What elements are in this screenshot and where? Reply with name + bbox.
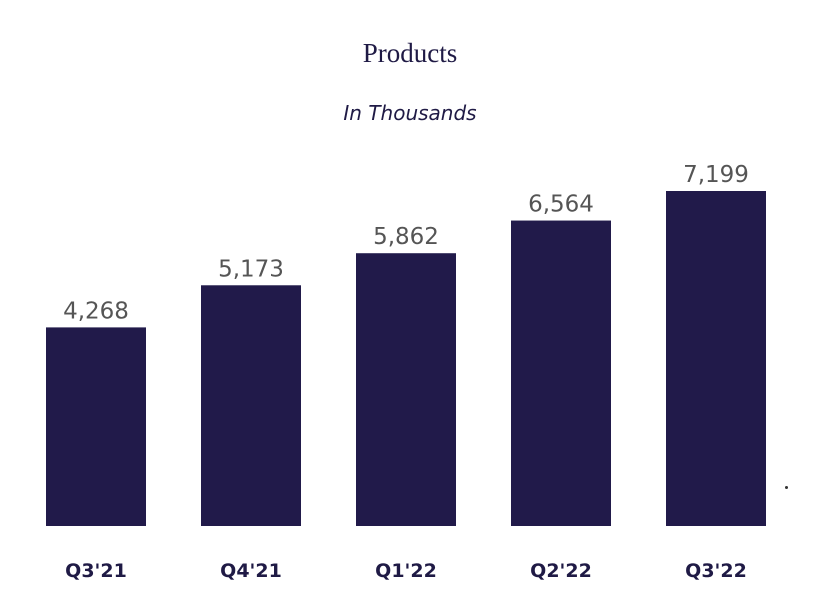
value-label-0: 4,268: [63, 298, 129, 324]
value-label-1: 5,173: [218, 256, 284, 282]
bar-1: [201, 285, 301, 526]
value-label-4: 7,199: [683, 162, 749, 188]
category-label-2: Q1'22: [375, 560, 437, 582]
category-label-4: Q3'22: [685, 560, 747, 582]
bar-0: [46, 327, 146, 526]
value-label-2: 5,862: [373, 224, 439, 250]
value-label-3: 6,564: [528, 192, 594, 218]
bar-4: [666, 191, 766, 526]
chart-subtitle: In Thousands: [343, 101, 477, 125]
stray-dot: [785, 486, 788, 489]
bar-3: [511, 220, 611, 526]
category-label-0: Q3'21: [65, 560, 127, 582]
bar-2: [356, 253, 456, 526]
chart-title: Products: [362, 38, 458, 68]
category-label-3: Q2'22: [530, 560, 592, 582]
category-label-1: Q4'21: [220, 560, 282, 582]
